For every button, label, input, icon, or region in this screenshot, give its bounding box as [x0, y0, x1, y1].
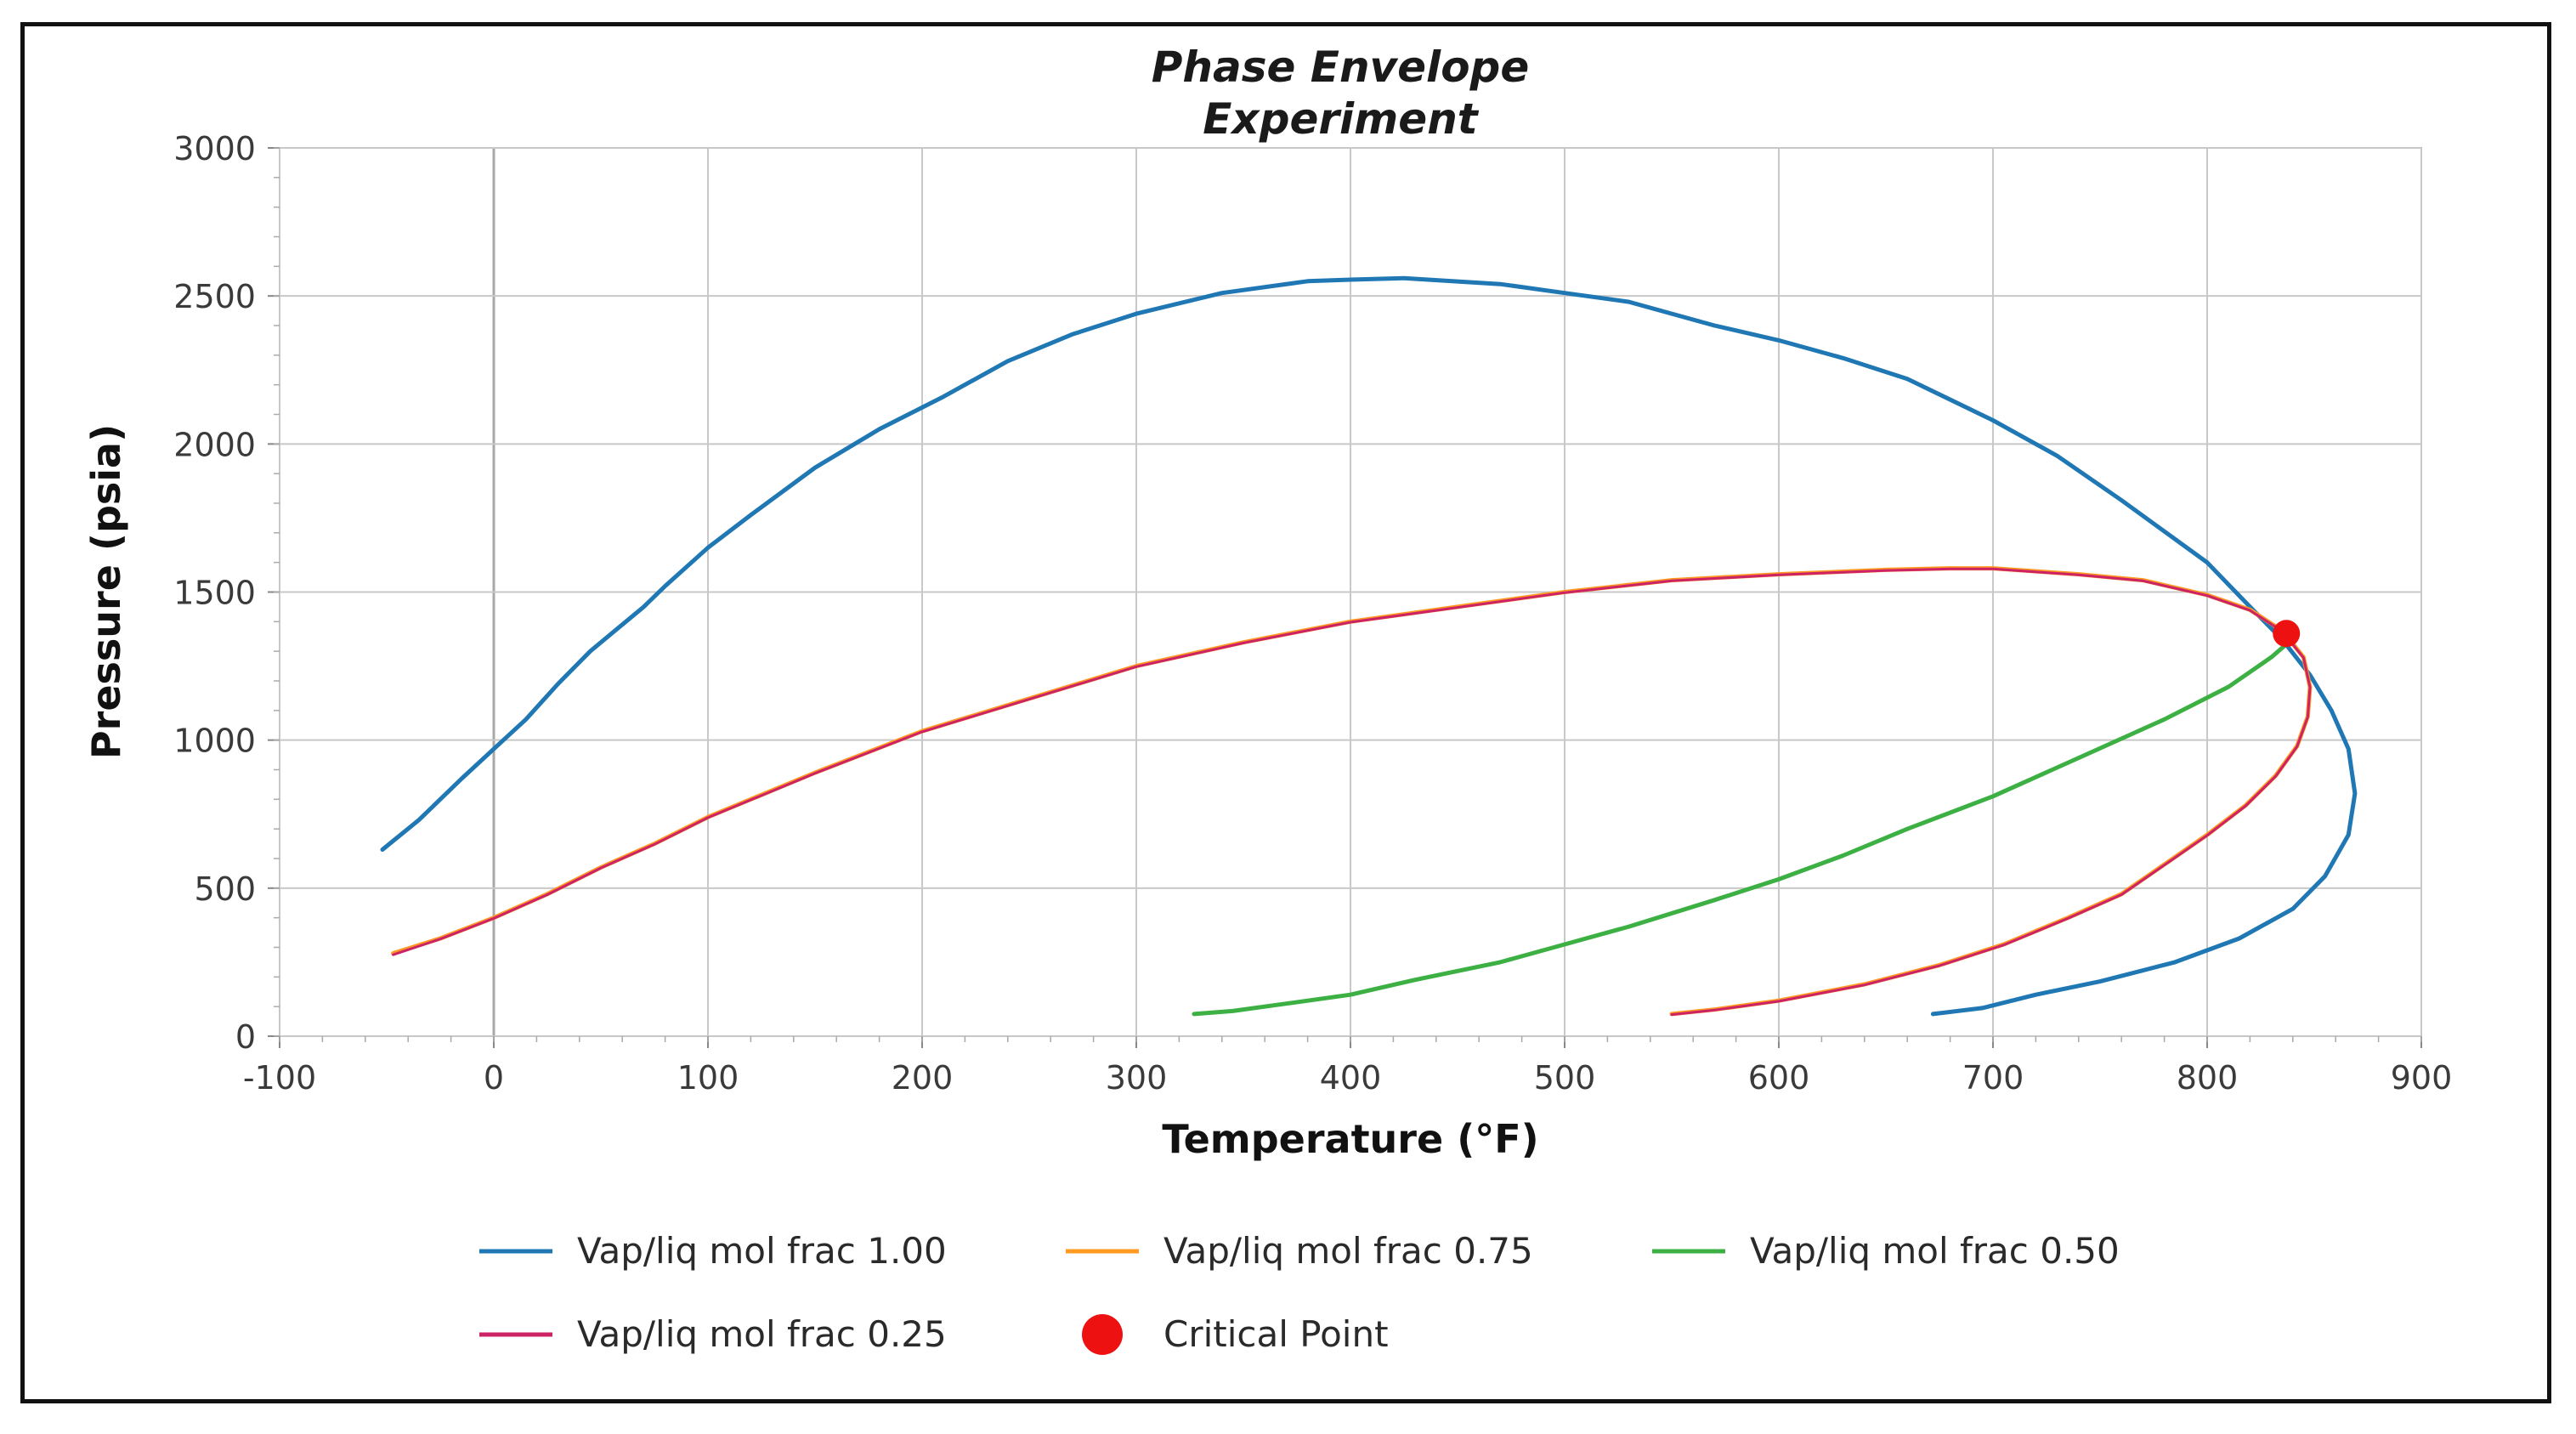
y-axis-ticks: 0 500 1000 1500 2000 2500 3000: [173, 130, 280, 1056]
y-axis-label: Pressure (psia): [83, 424, 129, 759]
critical-point-marker: [2273, 620, 2301, 648]
legend: Vap/liq mol frac 1.00 Vap/liq mol frac 0.…: [479, 1230, 2120, 1355]
x-tick-label: 300: [1106, 1059, 1168, 1097]
chart-title-line-1: Phase Envelope: [1152, 43, 1530, 92]
x-tick-label: 700: [1962, 1059, 2024, 1097]
legend-item-0-75: Vap/liq mol frac 0.75: [1066, 1230, 1533, 1272]
legend-item-1-00: Vap/liq mol frac 1.00: [479, 1230, 947, 1272]
x-tick-label: 100: [677, 1059, 739, 1097]
y-tick-label: 1000: [173, 723, 256, 760]
chart-frame: Phase Envelope Experiment -100 0 100 200 300…: [20, 22, 2551, 1403]
x-tick-label: 0: [484, 1059, 504, 1097]
legend-label: Vap/liq mol frac 1.00: [577, 1230, 947, 1272]
legend-label: Vap/liq mol frac 0.75: [1163, 1230, 1533, 1272]
x-tick-label: 200: [892, 1059, 954, 1097]
x-axis-ticks: -100 0 100 200 300 400 500 600 700 800 900: [243, 1036, 2452, 1097]
critical-point-layer: [2273, 620, 2301, 648]
legend-item-0-50: Vap/liq mol frac 0.50: [1652, 1230, 2120, 1272]
x-tick-label: 600: [1748, 1059, 1810, 1097]
series-line-0-25: [392, 567, 2312, 1017]
legend-item-0-25: Vap/liq mol frac 0.25: [479, 1313, 947, 1355]
x-tick-label: 900: [2391, 1059, 2453, 1097]
legend-label: Vap/liq mol frac 0.25: [577, 1313, 947, 1355]
x-axis-label: Temperature (°F): [1162, 1116, 1538, 1162]
x-tick-label: 500: [1534, 1059, 1596, 1097]
legend-label: Vap/liq mol frac 0.50: [1750, 1230, 2120, 1272]
series-lines: [380, 275, 2358, 1017]
x-tick-label: -100: [243, 1059, 316, 1097]
x-tick-label: 400: [1320, 1059, 1382, 1097]
y-tick-label: 500: [194, 870, 256, 908]
y-tick-label: 2500: [173, 278, 256, 315]
y-tick-label: 1500: [173, 575, 256, 612]
y-tick-label: 0: [235, 1018, 256, 1056]
x-tick-label: 800: [2177, 1059, 2239, 1097]
legend-item-critical-point: Critical Point: [1082, 1313, 1389, 1355]
series-line-1-00: [380, 275, 2358, 1017]
legend-swatch-dot: [1082, 1314, 1123, 1355]
chart-title-line-2: Experiment: [1203, 94, 1480, 144]
series-line-0-50: [1192, 640, 2291, 1017]
phase-envelope-chart: Phase Envelope Experiment -100 0 100 200 300…: [83, 43, 2452, 1355]
y-tick-label: 3000: [173, 130, 256, 167]
legend-label: Critical Point: [1163, 1313, 1389, 1355]
y-tick-label: 2000: [173, 426, 256, 463]
